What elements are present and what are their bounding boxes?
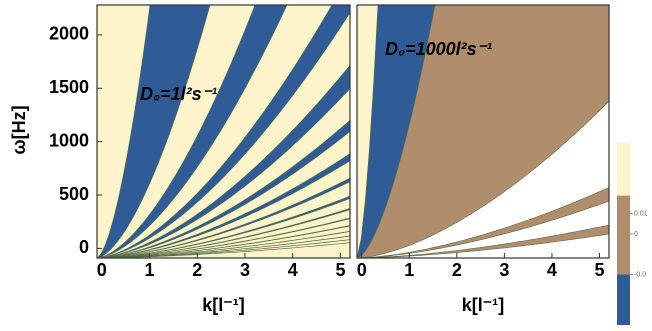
contour-band bbox=[97, 230, 350, 258]
x-tick-label: 2 bbox=[192, 260, 202, 280]
colorbar-segment bbox=[617, 274, 630, 325]
annotation: D₀=1000l²s⁻¹ bbox=[385, 39, 492, 59]
colorbar-tick-label: -0.0 bbox=[634, 271, 646, 278]
y-tick-label: 500 bbox=[59, 184, 89, 204]
contour-band bbox=[97, 239, 350, 258]
colorbar-tick-label: 0.01 bbox=[634, 211, 648, 218]
contour-band bbox=[97, 119, 350, 258]
colorbar-tick-label: 0 bbox=[634, 231, 638, 238]
contour-band bbox=[357, 5, 436, 258]
x-axis-label: k[l⁻¹] bbox=[202, 295, 245, 315]
y-axis-label: ω[Hz] bbox=[9, 105, 29, 154]
plot-frame bbox=[96, 4, 351, 259]
x-axis-label: k[l⁻¹] bbox=[462, 295, 505, 315]
contour-band bbox=[97, 5, 350, 258]
contour-band bbox=[97, 217, 350, 258]
y-tick-label: 2000 bbox=[49, 24, 89, 44]
contour-band bbox=[97, 225, 350, 258]
x-tick-label: 1 bbox=[145, 260, 155, 280]
x-tick-label: 4 bbox=[288, 260, 298, 280]
contour-band bbox=[97, 153, 350, 258]
x-tick-label: 0 bbox=[97, 260, 107, 280]
plot-frame bbox=[356, 4, 610, 259]
contour-band bbox=[97, 64, 350, 258]
contour-band bbox=[357, 187, 609, 258]
y-tick-label: 0 bbox=[79, 237, 89, 257]
x-tick-label: 5 bbox=[594, 260, 604, 280]
contour-band bbox=[97, 5, 211, 258]
contour-band bbox=[97, 177, 350, 258]
contour-band bbox=[97, 235, 350, 258]
x-tick-label: 3 bbox=[240, 260, 250, 280]
colorbar-segment bbox=[617, 195, 630, 275]
contour-band bbox=[357, 224, 609, 258]
x-tick-label: 0 bbox=[357, 260, 367, 280]
contour-band bbox=[97, 208, 350, 258]
annotation: D₀=1l²s⁻¹ bbox=[140, 84, 217, 104]
x-tick-label: 4 bbox=[547, 260, 557, 280]
x-tick-label: 1 bbox=[404, 260, 414, 280]
x-tick-label: 2 bbox=[452, 260, 462, 280]
colorbar-segment bbox=[617, 143, 630, 196]
contour-band bbox=[97, 195, 350, 258]
y-tick-label: 1500 bbox=[49, 77, 89, 97]
contour-band bbox=[97, 5, 288, 258]
x-tick-label: 5 bbox=[335, 260, 345, 280]
x-tick-label: 3 bbox=[499, 260, 509, 280]
y-tick-label: 1000 bbox=[49, 130, 89, 150]
contour-band bbox=[97, 242, 350, 258]
